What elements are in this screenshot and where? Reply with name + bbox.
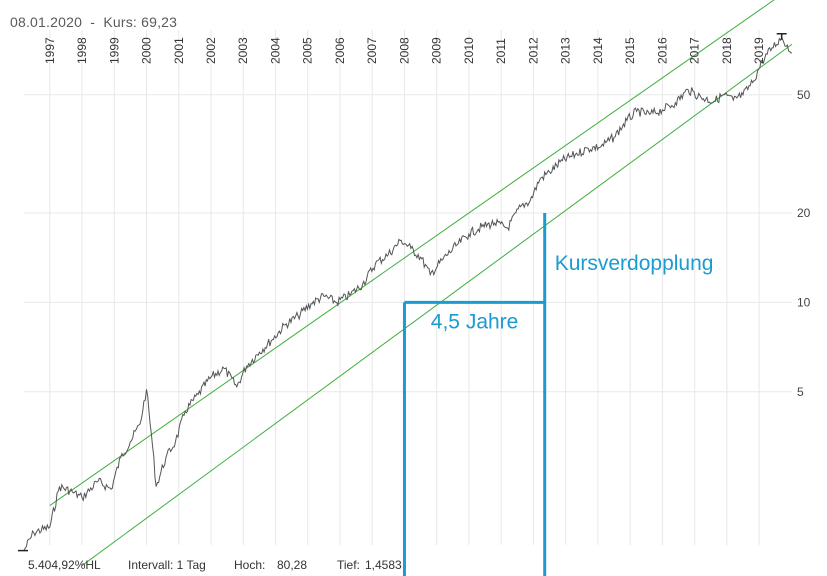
year-tick-label: 2009 — [430, 37, 444, 64]
years-label: 4,5 Jahre — [431, 310, 519, 333]
doubling-label: Kursverdopplung — [555, 252, 714, 275]
year-tick-label: 1999 — [107, 37, 121, 64]
price-series — [18, 32, 793, 552]
year-tick-label: 2010 — [462, 37, 476, 64]
quote-separator: - — [90, 14, 96, 30]
year-tick-label: 2016 — [655, 37, 669, 64]
quote-price-label: Kurs: — [103, 14, 138, 30]
quote-price-value: 69,23 — [141, 14, 178, 30]
year-tick-label: 2008 — [397, 37, 411, 64]
year-tick-label: 1997 — [43, 37, 57, 64]
year-tick-label: 2006 — [333, 37, 347, 64]
year-tick-label: 2017 — [688, 37, 702, 64]
high-label: Hoch: — [234, 558, 266, 572]
year-tick-label: 1998 — [75, 37, 89, 64]
price-tick-label: 5 — [797, 385, 804, 399]
year-tick-label: 2005 — [301, 37, 315, 64]
year-tick-label: 2019 — [752, 37, 766, 64]
high-value: 80,28 — [277, 558, 308, 572]
year-tick-label: 2004 — [268, 37, 282, 64]
interval-info: Intervall: 1 Tag — [128, 558, 206, 572]
low-value: 1,4583 — [365, 558, 402, 572]
channel-line — [81, 43, 793, 566]
trend-channel — [49, 0, 793, 566]
year-axis: 1997 1998 1999 2000 2001 2002 2003 2004 2005 2006… — [43, 37, 766, 64]
year-tick-label: 2014 — [591, 37, 605, 64]
hl-ratio: 5.404,92%HL — [28, 558, 101, 572]
price-tick-label: 50 — [797, 88, 811, 102]
year-tick-label: 2003 — [236, 37, 250, 64]
price-tick-label: 10 — [797, 295, 811, 309]
year-tick-label: 2015 — [623, 37, 637, 64]
low-label: Tief: — [337, 558, 360, 572]
price-axis: 5 10 20 50 — [797, 88, 811, 399]
channel-line — [49, 0, 775, 506]
year-tick-label: 2000 — [140, 37, 154, 64]
year-tick-label: 2002 — [204, 37, 218, 64]
year-tick-label: 2013 — [559, 37, 573, 64]
doubling-annotation: Kursverdopplung 4,5 Jahre — [402, 213, 714, 576]
year-tick-label: 2012 — [526, 37, 540, 64]
grid — [24, 30, 792, 545]
year-tick-label: 2011 — [494, 38, 508, 64]
year-tick-label: 2018 — [720, 37, 734, 64]
quote-date: 08.01.2020 — [10, 14, 83, 30]
year-tick-label: 2001 — [172, 37, 186, 64]
price-tick-label: 20 — [797, 206, 811, 220]
header-quote: 08.01.2020 - Kurs: 69,23 — [10, 14, 177, 30]
footer-stats: 5.404,92%HL Intervall: 1 Tag Hoch: 80,28… — [0, 558, 827, 576]
year-tick-label: 2007 — [365, 37, 379, 64]
price-line — [23, 36, 793, 551]
